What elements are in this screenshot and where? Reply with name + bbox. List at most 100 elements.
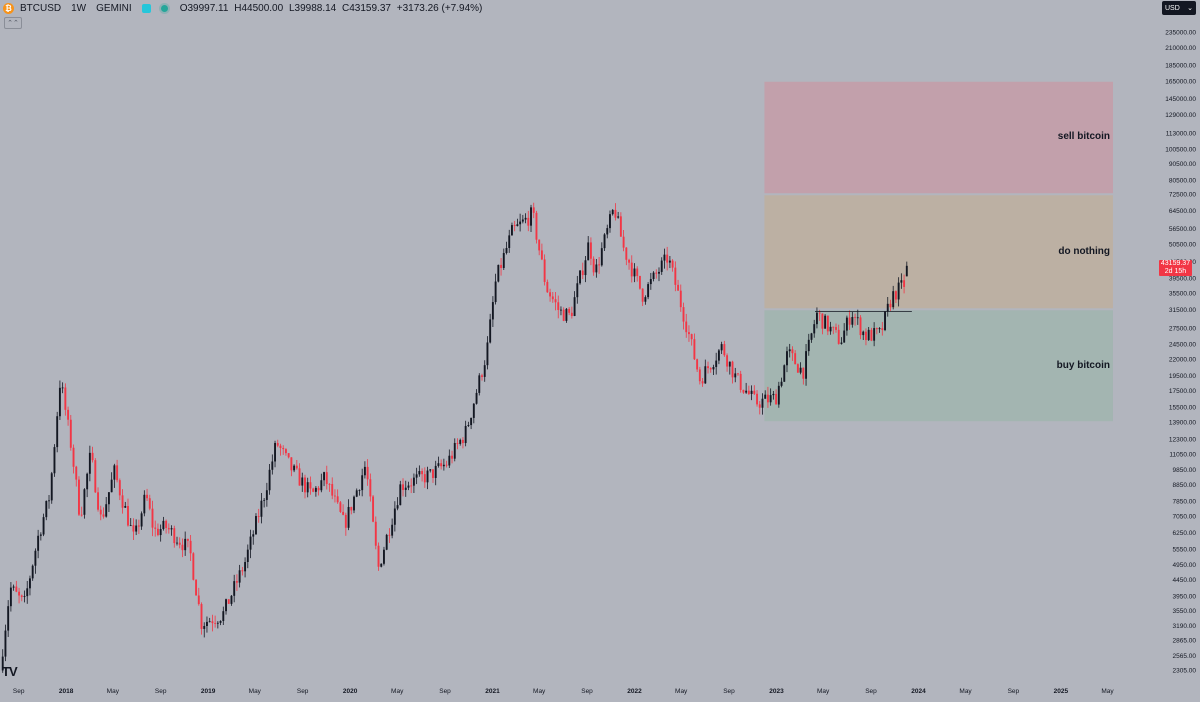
time-tick-label: 2019 [201, 688, 216, 695]
candle-body [796, 364, 799, 373]
candle-body [494, 281, 497, 303]
candle [875, 327, 878, 335]
candle [249, 529, 252, 559]
candle [698, 366, 701, 385]
candle [391, 518, 394, 539]
candle [696, 358, 699, 373]
candle-body [530, 207, 532, 226]
candle [42, 513, 45, 537]
price-tick-label: 3550.00 [1173, 608, 1197, 615]
candle-body [355, 490, 358, 497]
candle-body [905, 265, 908, 277]
candle [211, 614, 214, 632]
candle-body [802, 367, 805, 379]
candle [742, 389, 745, 394]
candle-body [579, 270, 581, 284]
candle [230, 595, 233, 606]
candle-body [39, 534, 42, 536]
symbol-name[interactable]: BTCUSD [20, 2, 62, 14]
candle [50, 471, 53, 504]
currency-select[interactable]: USD ⌄ [1162, 1, 1196, 15]
candle [284, 448, 287, 456]
candle-body [903, 280, 906, 287]
candle-body [701, 381, 704, 384]
tradingview-logo-icon[interactable]: TV [2, 664, 18, 679]
candle [701, 377, 704, 387]
candle [423, 467, 426, 488]
candle-body [399, 484, 402, 506]
candle [668, 255, 671, 269]
candle-body [464, 425, 467, 444]
candle-body [86, 473, 89, 490]
live-dot-icon [160, 4, 168, 12]
candle-body [845, 317, 848, 331]
candle [805, 343, 808, 386]
candle-body [37, 535, 40, 551]
candle-body [284, 449, 287, 454]
candle-body [369, 479, 372, 497]
candle [336, 489, 339, 504]
candle-body [105, 504, 108, 517]
candle [320, 473, 323, 493]
candle [649, 272, 652, 290]
candle [761, 393, 764, 415]
candle-body [23, 596, 26, 597]
candle [23, 590, 26, 603]
candle [560, 306, 562, 316]
candle-body [402, 484, 404, 490]
candle-body [690, 334, 693, 340]
candle-body [306, 482, 309, 493]
candle-body [826, 315, 829, 332]
price-tick-label: 17500.00 [1169, 388, 1196, 395]
candle-body [481, 375, 483, 377]
time-tick-label: May [959, 688, 972, 695]
candle [513, 220, 516, 232]
zone-do-nothing[interactable] [764, 195, 1113, 309]
candle [584, 256, 587, 283]
time-tick-label: 2018 [59, 688, 74, 695]
candle-body [50, 473, 53, 501]
candle-body [562, 309, 565, 321]
candle-body [206, 621, 208, 627]
candle-body [271, 461, 274, 470]
candle-body [107, 492, 110, 505]
candle [75, 465, 78, 487]
candle-body [832, 326, 835, 328]
candle-body [791, 349, 794, 354]
price-tick-label: 13900.00 [1169, 420, 1196, 427]
candle-body [388, 534, 391, 536]
candle-body [587, 242, 590, 261]
time-tick-label: Sep [297, 688, 309, 695]
time-tick-label: Sep [13, 688, 25, 695]
candle [796, 363, 799, 373]
candle [377, 542, 380, 571]
time-tick-label: Sep [1008, 688, 1020, 695]
candle-body [628, 259, 630, 263]
candle-body [298, 468, 301, 486]
candle [306, 477, 309, 498]
candle-body [135, 525, 138, 532]
price-tick-label: 35500.00 [1169, 290, 1196, 297]
candle-body [641, 288, 644, 302]
candle [246, 544, 249, 569]
candle-body [698, 369, 701, 382]
time-tick-label: 2022 [627, 688, 642, 695]
interval-label[interactable]: 1W [71, 2, 87, 14]
candle [677, 279, 680, 291]
candle-body [758, 404, 761, 408]
candle [737, 372, 739, 376]
candle-body [807, 339, 810, 352]
candle-body [165, 520, 168, 528]
candle-body [761, 398, 764, 408]
candle-body [516, 224, 519, 227]
collapse-legend-button[interactable]: ⌃⌃ [4, 17, 22, 29]
candle [472, 403, 475, 424]
zone-sell-bitcoin[interactable] [764, 81, 1113, 194]
candle [99, 505, 102, 521]
candle [881, 321, 884, 336]
candle-body [154, 527, 157, 529]
zone-label-buy-bitcoin: buy bitcoin [1056, 359, 1110, 371]
candle [53, 444, 56, 477]
